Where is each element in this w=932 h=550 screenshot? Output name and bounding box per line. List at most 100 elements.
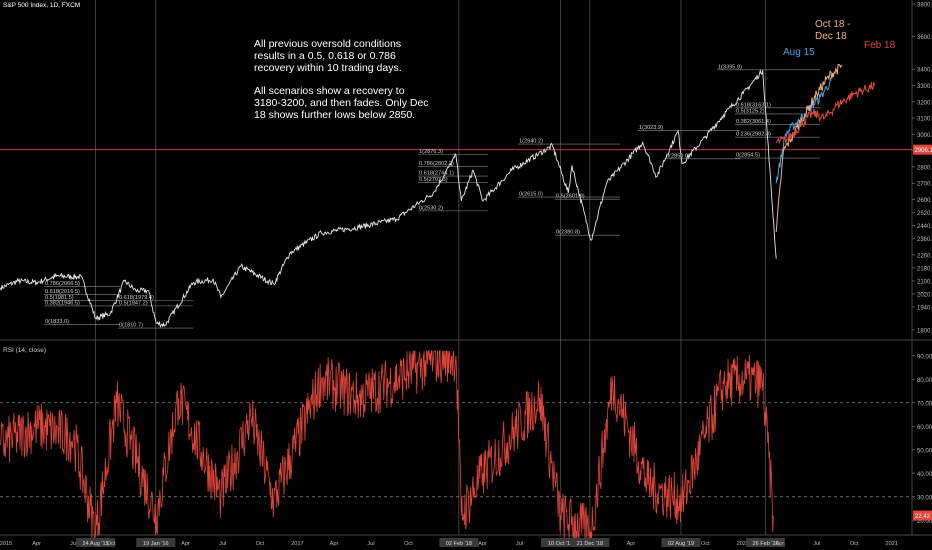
rsi-last-value-tag bbox=[913, 510, 932, 521]
time-axis-tick: 2017 bbox=[291, 541, 303, 547]
time-axis-tick: Apr bbox=[627, 541, 636, 547]
time-axis-tick: 10 Oct '18 bbox=[541, 538, 581, 547]
fib-level-label: 0(1833.0) bbox=[45, 319, 69, 325]
fib-level-label: 0.618(1979.4) bbox=[119, 295, 154, 301]
time-axis-tick: Jul bbox=[70, 541, 77, 547]
time-marker-box bbox=[76, 538, 116, 547]
fib-level-label: 0.236(2982.3) bbox=[736, 132, 771, 138]
price-series-line bbox=[0, 68, 777, 328]
rsi-axis-tick-label: 70.00 bbox=[917, 401, 932, 407]
rsi-series-line bbox=[0, 350, 774, 540]
time-axis-tick-label: 2020 bbox=[737, 541, 749, 547]
annotation-line-1: All previous oversold conditions results… bbox=[254, 38, 402, 74]
time-axis-tick: Oct bbox=[701, 541, 710, 547]
time-axis-tick: Jul bbox=[516, 541, 523, 547]
rsi-axis-tick-label: 80.00 bbox=[917, 378, 932, 384]
fib-level-label: 0(2850.0) bbox=[666, 153, 690, 159]
price-axis-tick-label: 3200.0 bbox=[917, 100, 932, 106]
price-axis-tick-label: 2700.0 bbox=[917, 182, 932, 188]
price-axis-tick-label: 2600.0 bbox=[917, 198, 932, 204]
time-axis-tick-label: 2017 bbox=[291, 541, 303, 547]
fib-level-label: 0.5(1981.5) bbox=[45, 295, 74, 301]
time-marker-box bbox=[541, 538, 581, 547]
projection-label: Feb 18 bbox=[864, 40, 896, 51]
price-axis-tick-label: 1800.0 bbox=[917, 328, 932, 334]
time-axis-tick-label: Apr bbox=[32, 541, 41, 547]
time-axis-tick-label: Jul bbox=[70, 541, 77, 547]
fib-level-label: 0.786(2802.2) bbox=[419, 161, 454, 167]
time-marker-box bbox=[746, 538, 786, 547]
time-axis-tick: Oct bbox=[850, 541, 859, 547]
time-axis-tick: Apr bbox=[32, 541, 41, 547]
rsi-last-value-label: 22.42 bbox=[915, 514, 931, 520]
price-axis-tick-label: 2440.0 bbox=[917, 224, 932, 230]
fib-level-label: 0(2615.0) bbox=[519, 192, 543, 198]
fib-level-label: 0.5(2703.3) bbox=[419, 177, 448, 183]
price-axis-tick-label: 2520.0 bbox=[917, 211, 932, 217]
fib-level-label: 0(2380.8) bbox=[556, 230, 580, 236]
fib-level-label: 0.5(3125.2) bbox=[736, 108, 765, 114]
time-axis-tick-label: Jul bbox=[219, 541, 226, 547]
time-axis-tick: Jul bbox=[813, 541, 820, 547]
time-axis-tick: Apr bbox=[181, 541, 190, 547]
time-axis-tick-label: Jul bbox=[367, 541, 374, 547]
price-axis-tick-label: 3000.0 bbox=[917, 133, 932, 139]
time-axis-tick-label: Oct bbox=[850, 541, 859, 547]
fib-level-label: 0.382(1946.5) bbox=[45, 300, 80, 306]
time-axis-tick-label: 02 Aug '19 bbox=[668, 541, 694, 547]
price-axis-tick-label: 2800.0 bbox=[917, 165, 932, 171]
level-price-tag bbox=[913, 144, 932, 155]
projection-line bbox=[775, 77, 832, 184]
price-axis-tick-label: 2100.0 bbox=[917, 279, 932, 285]
projection-label: Dec 18 bbox=[815, 31, 847, 42]
time-axis-tick-label: Jul bbox=[813, 541, 820, 547]
time-axis-tick-label: Apr bbox=[775, 541, 784, 547]
level-price-label: 2906.1 bbox=[915, 148, 932, 154]
price-axis-tick-label: 3100.0 bbox=[917, 117, 932, 123]
time-axis-tick: Jul bbox=[367, 541, 374, 547]
time-marker-box bbox=[570, 538, 610, 547]
price-axis-tick-label: 2260.0 bbox=[917, 253, 932, 259]
symbol-title: S&P 500 Index, 1D, FXCM bbox=[3, 2, 81, 9]
fib-level-label: 0(2854.5) bbox=[736, 153, 760, 159]
time-axis-tick: 2020 bbox=[737, 541, 749, 547]
rsi-axis-tick-label: 30.00 bbox=[917, 495, 932, 501]
price-axis-tick-label: 3800.0 bbox=[917, 3, 932, 9]
price-axis-tick-label: 3600.0 bbox=[917, 35, 932, 41]
time-axis-tick: 21 Dec '18 bbox=[570, 538, 610, 547]
fib-level-label: 0.382(3061.4) bbox=[736, 119, 771, 125]
price-axis-tick-label: 2180.0 bbox=[917, 266, 932, 272]
time-axis-tick: 02 Aug '19 bbox=[661, 538, 701, 547]
fib-level-label: 0.618(2744.1) bbox=[419, 171, 454, 177]
time-axis-tick: 02 Feb '18 bbox=[439, 538, 479, 547]
time-axis-tick: Apr bbox=[775, 541, 784, 547]
fib-level-label: 1(2876.3) bbox=[419, 149, 443, 155]
fib-level-label: 0(2530.2) bbox=[419, 205, 443, 211]
time-axis-tick-label: 2015 bbox=[0, 541, 12, 547]
fib-level-label: 1(2940.2) bbox=[519, 139, 543, 145]
time-axis-tick-label: 10 Oct '18 bbox=[548, 541, 573, 547]
time-axis-tick-label: 2021 bbox=[885, 541, 897, 547]
rsi-axis-tick-label: 20.00 bbox=[917, 519, 932, 525]
fib-level-label: 0(1810.7) bbox=[119, 323, 143, 329]
time-axis-tick: Apr bbox=[330, 541, 339, 547]
time-axis-tick: 19 Jan '16 bbox=[136, 538, 176, 547]
time-axis-tick-label: 26 Feb '20 bbox=[752, 541, 778, 547]
time-axis-tick-label: Apr bbox=[478, 541, 487, 547]
rsi-axis-tick-label: 90.00 bbox=[917, 354, 932, 360]
time-axis-tick-label: Oct bbox=[404, 541, 413, 547]
projection-label: Oct 18 - bbox=[815, 19, 851, 30]
time-marker-box bbox=[661, 538, 701, 547]
projection-labels: Aug 15 Oct 18 -Dec 18 Feb 18 bbox=[783, 19, 896, 58]
rsi-axis-tick-label: 60.00 bbox=[917, 425, 932, 431]
chart-annotation: All previous oversold conditions results… bbox=[254, 38, 434, 132]
time-axis-tick-label: Apr bbox=[627, 541, 636, 547]
time-axis-tick-label: Oct bbox=[701, 541, 710, 547]
rsi-axis-tick-label: 40.00 bbox=[917, 472, 932, 478]
price-axis-tick-label: 3300.0 bbox=[917, 84, 932, 90]
price-axis-tick-label: 1940.0 bbox=[917, 306, 932, 312]
time-axis-tick: 2015 bbox=[0, 541, 12, 547]
fib-level-label: 1(3395.9) bbox=[718, 64, 742, 70]
fib-level-label: 0.618(2016.5) bbox=[45, 289, 80, 295]
